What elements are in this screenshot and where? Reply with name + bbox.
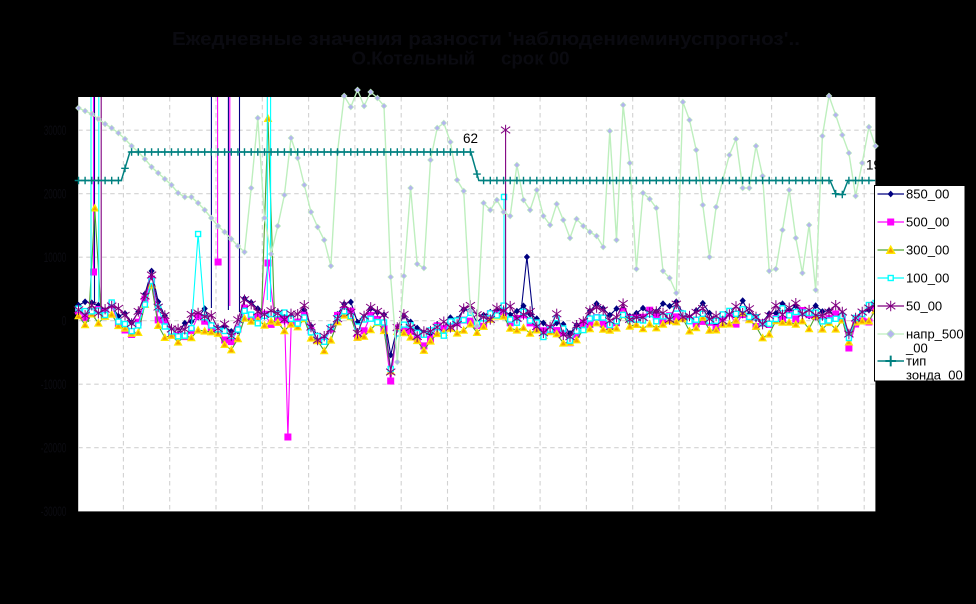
svg-text:О.Котельный срок 00: О.Котельный срок 00 bbox=[352, 49, 570, 69]
svg-text:тип: тип bbox=[906, 354, 926, 369]
svg-text:Ежедневные значения разности ': Ежедневные значения разности 'наблюдение… bbox=[172, 29, 800, 49]
svg-text:напр_500: напр_500 bbox=[906, 327, 964, 342]
svg-text:30000: 30000 bbox=[44, 122, 67, 138]
svg-text:0: 0 bbox=[62, 313, 67, 329]
svg-text:300_00: 300_00 bbox=[906, 243, 949, 258]
svg-text:-20000: -20000 bbox=[41, 440, 67, 456]
svg-text:100_00: 100_00 bbox=[906, 271, 949, 286]
svg-text:-10000: -10000 bbox=[41, 376, 67, 392]
svg-text:зонда_00: зонда_00 bbox=[906, 368, 963, 383]
svg-text:-30000: -30000 bbox=[41, 503, 67, 519]
svg-text:10000: 10000 bbox=[44, 249, 67, 265]
svg-text:19: 19 bbox=[866, 158, 881, 173]
svg-text:850_00: 850_00 bbox=[906, 187, 949, 202]
svg-text:20000: 20000 bbox=[44, 186, 67, 202]
svg-text:_00: _00 bbox=[905, 341, 928, 356]
svg-text:50_00: 50_00 bbox=[906, 299, 942, 314]
svg-text:500_00: 500_00 bbox=[906, 215, 949, 230]
svg-text:62: 62 bbox=[463, 131, 478, 146]
